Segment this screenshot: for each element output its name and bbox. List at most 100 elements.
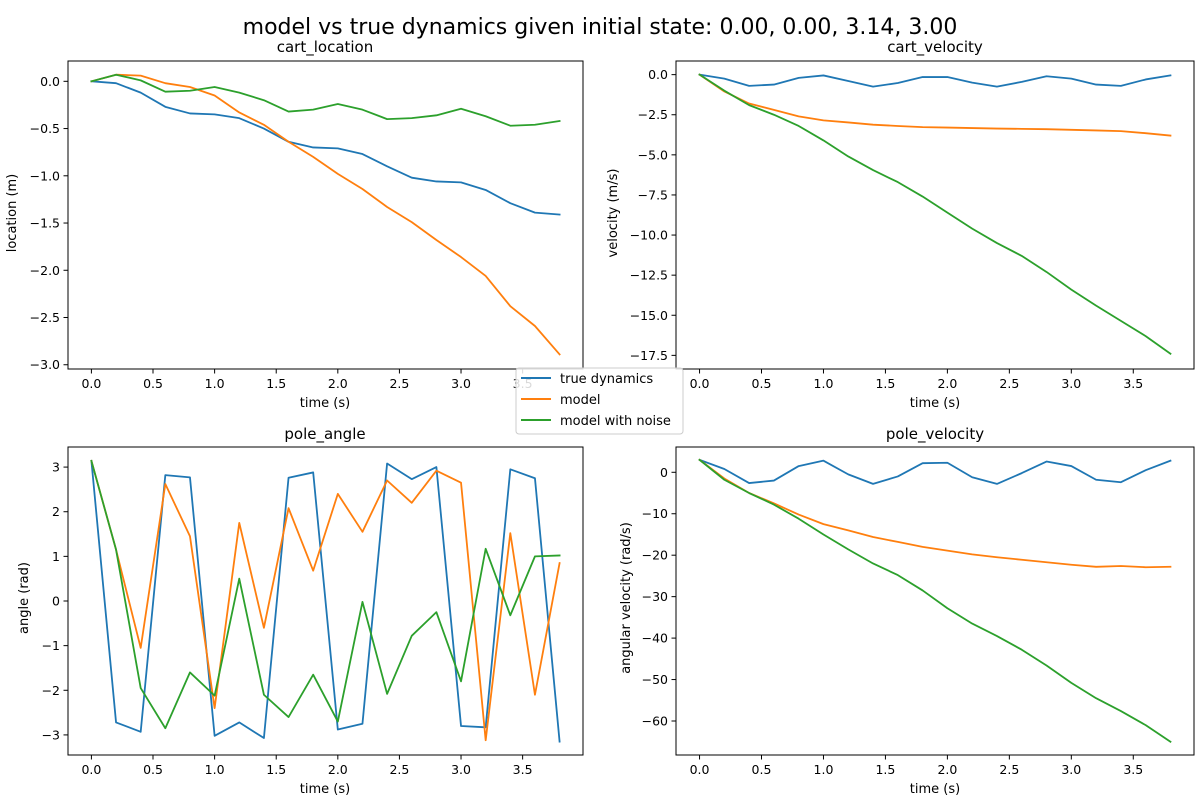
ylabel-cart-location: location (m): [5, 174, 20, 253]
series-line-model-with-noise: [90, 73, 561, 127]
y-tick-label: −2.0: [30, 263, 60, 278]
axes-frame-cart-velocity: [675, 60, 1195, 370]
series-lines-cart-location: [90, 73, 561, 356]
x-tick-label: 0.0: [690, 376, 710, 391]
x-tick-label: 2.0: [937, 762, 957, 777]
xlabel-cart-location: time (s): [300, 396, 350, 411]
x-tick-label: 3.0: [1061, 762, 1081, 777]
y-tick-label: −3.0: [30, 357, 60, 372]
x-tick-label: 0.5: [752, 762, 772, 777]
y-tick-label: 0: [52, 594, 60, 609]
series-lines-pole-velocity: [698, 458, 1172, 743]
x-tick-label: 1.0: [205, 376, 225, 391]
y-tick-label: −15.0: [630, 308, 668, 323]
x-tick-label: 1.5: [266, 762, 286, 777]
legend: true dynamics model model with noise: [515, 367, 684, 435]
xlabel-cart-velocity: time (s): [910, 396, 960, 411]
series-line-model: [90, 459, 561, 742]
x-tick-label: 2.5: [389, 376, 409, 391]
y-tick-label: −12.5: [630, 268, 668, 283]
plot-area-cart-velocity: 0.0 0.5 1.0 1.5 2.0 2.5 3.0 3.5 0.0 −2.5 −5.0 −7.5 −…: [630, 60, 1195, 391]
y-tick-label: 3: [52, 460, 60, 475]
series-line-model: [698, 73, 1172, 137]
x-tick-label: 0.0: [690, 762, 710, 777]
y-tick-label: 1: [52, 549, 60, 564]
x-tick-label: 2.5: [999, 762, 1019, 777]
subplot-title-cart-location: cart_location: [277, 38, 374, 57]
plot-area-cart-location: 0.00.51.01.52.02.53.03.50.0−0.5−1.0−1.5−…: [30, 60, 584, 391]
plot-area-pole-velocity: 0.0 0.5 1.0 1.5 2.0 2.5 3.0 3.5 0 −10 −20 −30 −40 −50…: [642, 446, 1195, 777]
y-tick-label: −5.0: [638, 147, 668, 162]
x-tick-label: 2.0: [328, 376, 348, 391]
legend-box: [515, 367, 684, 435]
y-tick-label: −20: [642, 548, 668, 563]
ylabel-cart-velocity: velocity (m/s): [606, 169, 621, 258]
x-tick-label: 1.5: [266, 376, 286, 391]
x-tick-label: 1.0: [814, 762, 834, 777]
y-tick-label: −30: [642, 589, 668, 604]
subplot-title-cart-velocity: cart_velocity: [887, 38, 983, 57]
subplot-pole-angle: pole_angle time (s) angle (rad) 0.0 0.5 1.…: [17, 425, 584, 797]
ylabel-pole-velocity: angular velocity (rad/s): [619, 522, 634, 674]
subplot-title-pole-velocity: pole_velocity: [886, 425, 984, 444]
x-tick-label: 3.5: [1123, 762, 1143, 777]
y-tick-label: 2: [52, 504, 60, 519]
legend-entry: true dynamics: [521, 372, 653, 387]
x-tick-label: 3.0: [1061, 376, 1081, 391]
series-line-model-with-noise: [698, 73, 1172, 356]
xlabel-pole-velocity: time (s): [910, 782, 960, 797]
series-lines-cart-velocity: [698, 73, 1172, 356]
legend-label: model: [560, 393, 600, 408]
x-tick-label: 3.5: [1123, 376, 1143, 391]
y-tick-label: −1.0: [30, 168, 60, 183]
series-line-true-dynamics: [698, 73, 1172, 88]
x-tick-label: 3.5: [513, 762, 533, 777]
series-line-model-with-noise: [90, 459, 561, 730]
x-tick-label: 0.5: [143, 762, 163, 777]
y-tick-label: −2.5: [638, 107, 668, 122]
series-line-true-dynamics: [90, 459, 561, 743]
x-tick-label: 1.5: [875, 376, 895, 391]
subplot-cart-velocity: cart_velocity time (s) velocity (m/s) 0.…: [606, 38, 1195, 411]
x-tick-label: 0.5: [752, 376, 772, 391]
xlabel-pole-angle: time (s): [300, 782, 350, 797]
figure-title: model vs true dynamics given initial sta…: [243, 15, 958, 40]
y-tick-label: −40: [642, 631, 668, 646]
plot-area-pole-angle: 0.0 0.5 1.0 1.5 2.0 2.5 3.0 3.5 3 2 1 0 −1 −2 −3: [42, 446, 584, 777]
y-tick-label: 0.0: [648, 67, 668, 82]
x-tick-label: 0.0: [81, 762, 101, 777]
subplot-title-pole-angle: pole_angle: [284, 425, 365, 444]
series-line-true-dynamics: [90, 80, 561, 216]
legend-entry: model with noise: [521, 414, 671, 429]
y-tick-label: 0.0: [40, 74, 60, 89]
x-tick-label: 2.5: [999, 376, 1019, 391]
x-tick-label: 1.0: [205, 762, 225, 777]
y-tick-label: −17.5: [630, 348, 668, 363]
axes-frame-pole-velocity: [675, 446, 1195, 756]
subplot-cart-location: cart_location time (s) location (m) 0.0 0…: [5, 38, 584, 411]
series-line-true-dynamics: [698, 458, 1172, 485]
axes-frame-cart-location: [67, 60, 584, 370]
series-line-model-with-noise: [698, 458, 1172, 743]
y-tick-label: −60: [642, 714, 668, 729]
y-tick-label: −0.5: [30, 121, 60, 136]
series-line-model: [90, 73, 561, 356]
ylabel-pole-angle: angle (rad): [17, 562, 32, 634]
y-tick-label: −3: [42, 727, 60, 742]
y-tick-label: −2.5: [30, 310, 60, 325]
y-tick-label: −1: [42, 638, 60, 653]
x-tick-label: 0.0: [81, 376, 101, 391]
y-tick-label: −1.5: [30, 216, 60, 231]
x-tick-label: 2.0: [328, 762, 348, 777]
y-tick-label: −7.5: [638, 187, 668, 202]
y-tick-label: −10.0: [630, 228, 668, 243]
y-tick-label: −10: [642, 506, 668, 521]
y-tick-label: 0: [660, 465, 668, 480]
subplot-pole-velocity: pole_velocity time (s) angular velocity …: [619, 425, 1195, 797]
x-tick-label: 1.0: [814, 376, 834, 391]
x-tick-label: 1.5: [875, 762, 895, 777]
legend-label: model with noise: [560, 414, 671, 429]
x-tick-label: 3.0: [451, 376, 471, 391]
y-tick-label: −2: [42, 683, 60, 698]
